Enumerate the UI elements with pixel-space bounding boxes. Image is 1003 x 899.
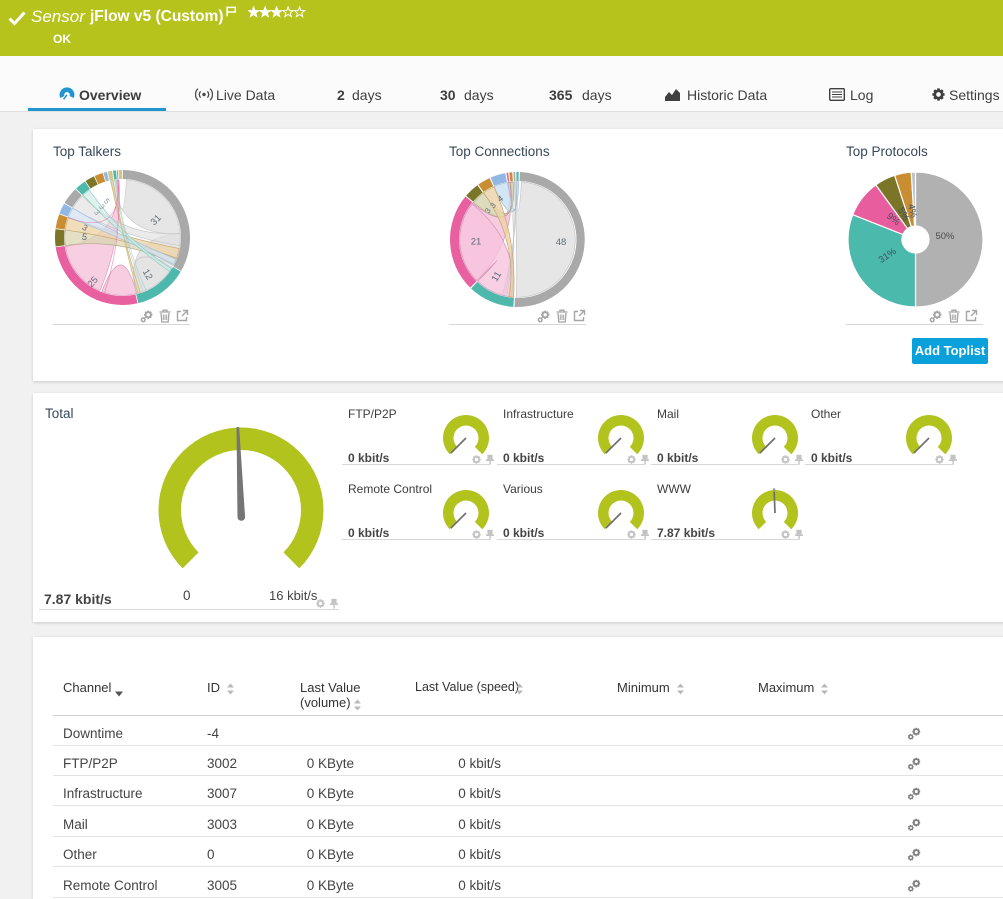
svg-text:4%: 4%: [905, 203, 919, 219]
svg-text:4: 4: [495, 193, 505, 204]
svg-text:21: 21: [471, 237, 482, 248]
svg-text:3: 3: [97, 202, 107, 211]
svg-text:3: 3: [488, 201, 498, 210]
svg-text:3: 3: [483, 206, 493, 215]
svg-text:3: 3: [80, 222, 89, 233]
svg-text:3: 3: [92, 208, 102, 217]
svg-text:11: 11: [490, 270, 504, 284]
svg-text:50%: 50%: [935, 231, 955, 242]
svg-text:5: 5: [81, 232, 88, 244]
svg-text:48: 48: [556, 237, 567, 248]
svg-text:5: 5: [102, 197, 111, 206]
svg-text:12: 12: [140, 267, 155, 282]
